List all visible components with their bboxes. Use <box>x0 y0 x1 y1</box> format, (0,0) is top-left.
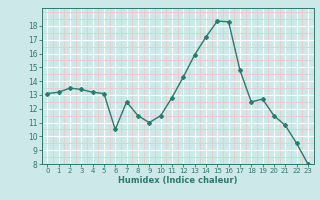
X-axis label: Humidex (Indice chaleur): Humidex (Indice chaleur) <box>118 176 237 185</box>
